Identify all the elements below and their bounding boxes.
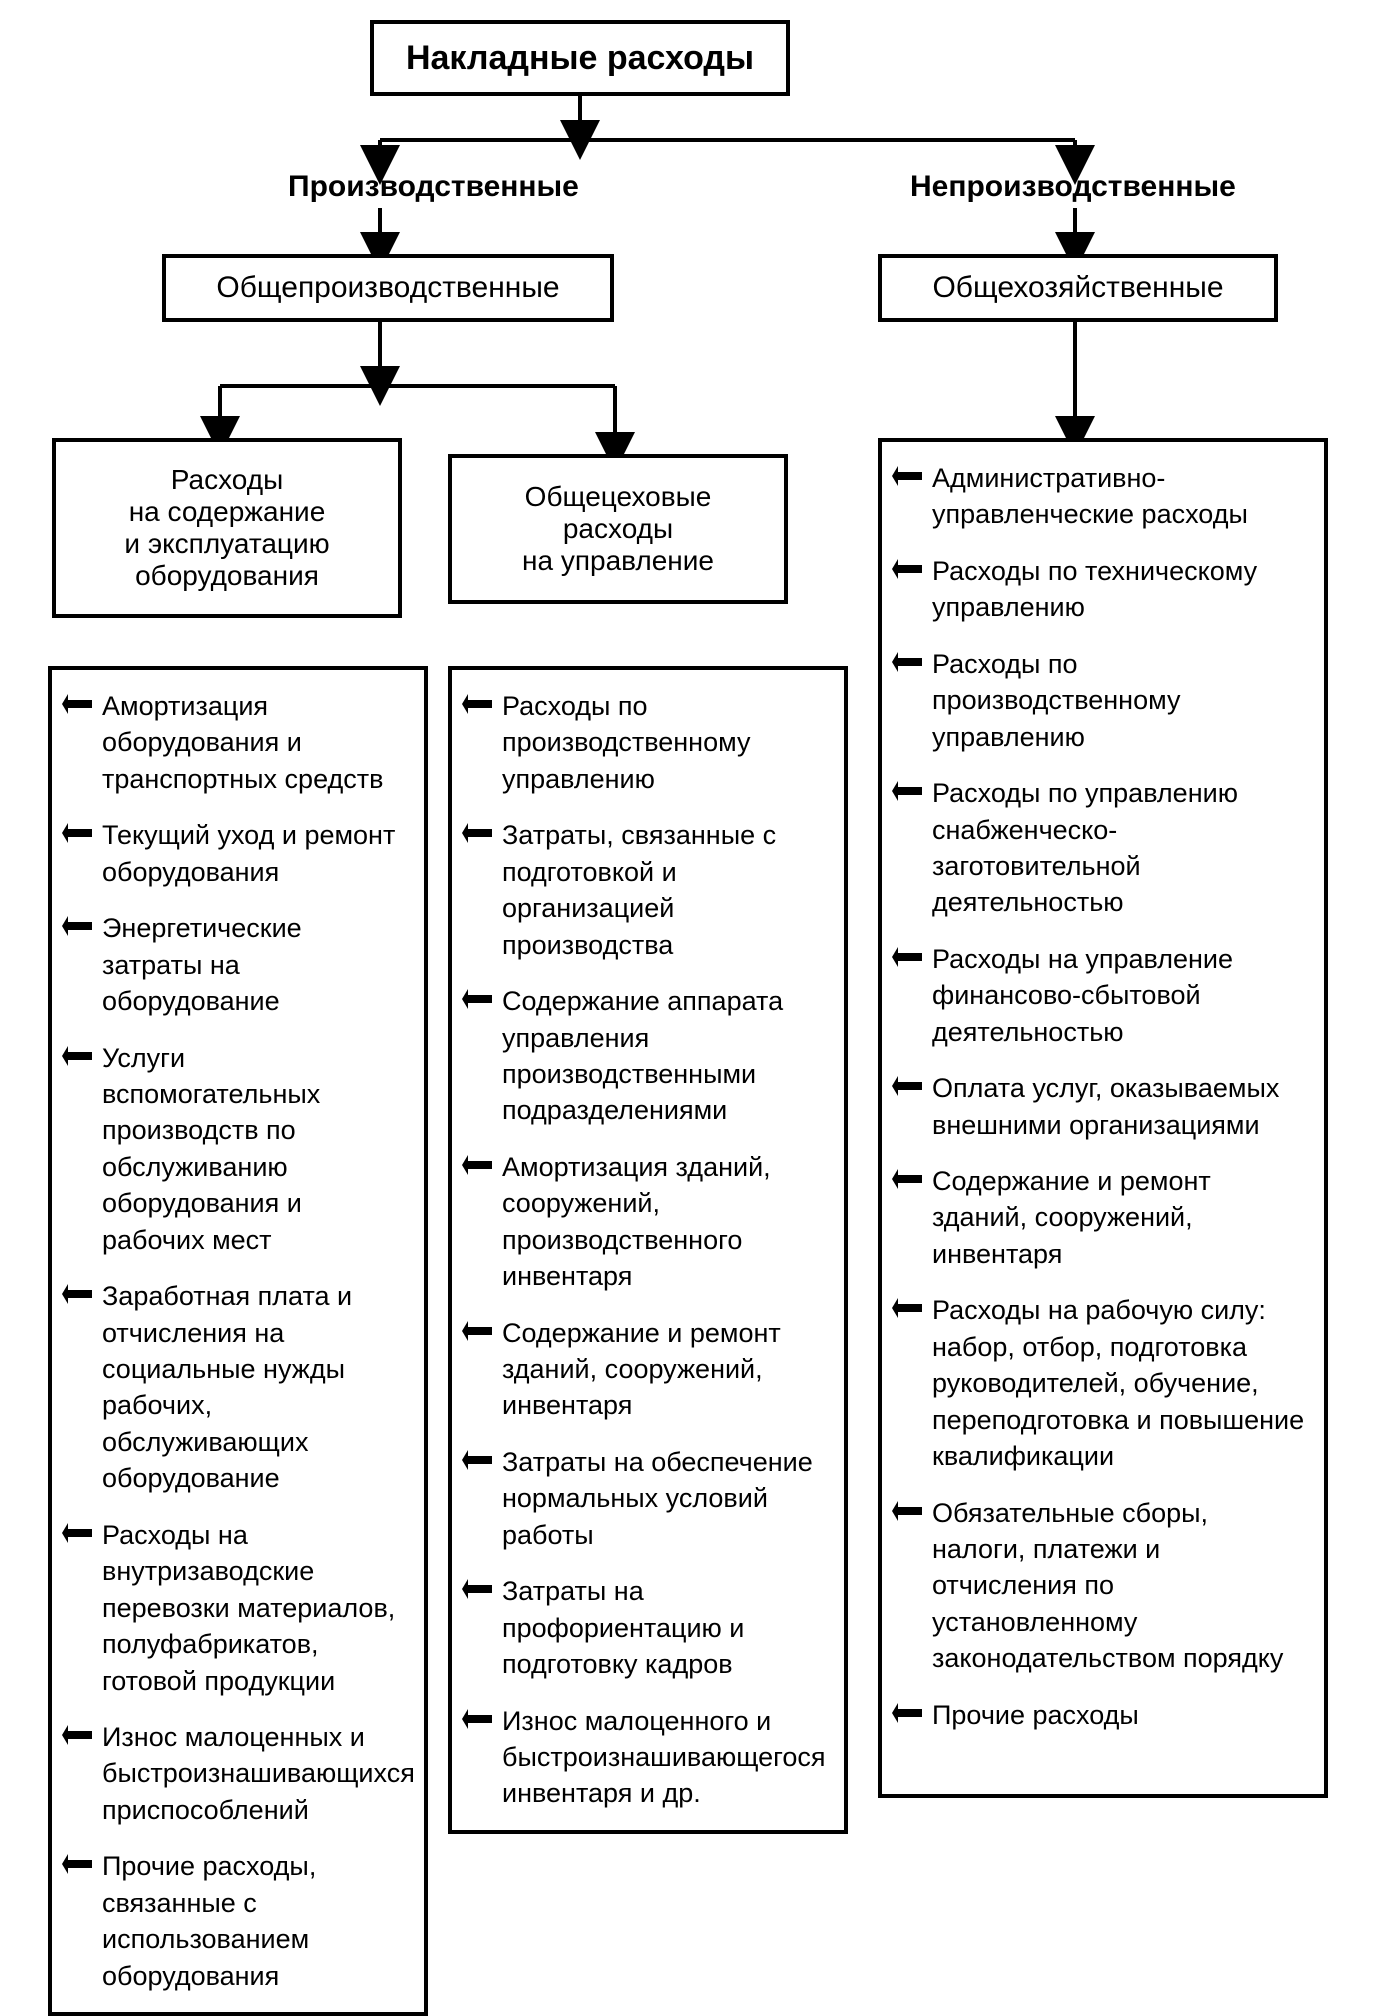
list-item: Оплата услуг, оказываемых внешними орган… bbox=[892, 1070, 1306, 1143]
list-item-text: Расходы по производственному управлению bbox=[932, 649, 1180, 752]
list-item: Расходы на внутризаводские перевозки мат… bbox=[62, 1517, 406, 1699]
root-node: Накладные расходы bbox=[370, 20, 790, 96]
arrow-bullet-icon bbox=[62, 821, 92, 845]
list-item: Содержание и ремонт зданий, сооружений, … bbox=[462, 1315, 826, 1424]
list-item-text: Содержание и ремонт зданий, сооружений, … bbox=[932, 1166, 1211, 1269]
node-equipment-label: Расходына содержаниеи эксплуатациюоборуд… bbox=[124, 464, 329, 592]
list-item: Содержание аппарата управления производс… bbox=[462, 983, 826, 1129]
label-production: Производственные bbox=[288, 170, 579, 204]
list-item-text: Оплата услуг, оказываемых внешними орган… bbox=[932, 1073, 1279, 1139]
arrow-bullet-icon bbox=[62, 1282, 92, 1306]
list-item-text: Затраты на обеспечение нормальных услови… bbox=[502, 1447, 813, 1550]
arrow-bullet-icon bbox=[462, 1448, 492, 1472]
list-item-text: Затраты на профориентацию и подготовку к… bbox=[502, 1576, 744, 1679]
arrow-bullet-icon bbox=[892, 779, 922, 803]
list-item-text: Расходы на рабочую силу: набор, отбор, п… bbox=[932, 1295, 1304, 1471]
list-item-text: Расходы по управлению снабженческо-загот… bbox=[932, 778, 1238, 917]
arrow-bullet-icon bbox=[892, 945, 922, 969]
list-item: Износ малоценных и быстроизнашивающихся … bbox=[62, 1719, 406, 1828]
list-item: Амортизация оборудования и транспортных … bbox=[62, 688, 406, 797]
list-item-text: Затраты, связанные с подготовкой и орган… bbox=[502, 820, 776, 959]
list-item-text: Износ малоценного и быстроизнашивающегос… bbox=[502, 1706, 826, 1809]
list-item: Затраты, связанные с подготовкой и орган… bbox=[462, 817, 826, 963]
arrow-bullet-icon bbox=[462, 1577, 492, 1601]
list-item-text: Заработная плата и отчисления на социаль… bbox=[102, 1281, 352, 1493]
arrow-bullet-icon bbox=[892, 464, 922, 488]
arrow-bullet-icon bbox=[462, 1319, 492, 1343]
list-item: Заработная плата и отчисления на социаль… bbox=[62, 1278, 406, 1497]
list-item-text: Энергетические затраты на оборудование bbox=[102, 913, 302, 1016]
diagram-canvas: Накладные расходы Производственные Непро… bbox=[0, 0, 1376, 1815]
arrow-bullet-icon bbox=[462, 987, 492, 1011]
list-item-text: Услуги вспомогательных производств по об… bbox=[102, 1043, 320, 1255]
list-item: Прочие расходы bbox=[892, 1697, 1306, 1733]
arrow-bullet-icon bbox=[462, 692, 492, 716]
arrow-bullet-icon bbox=[62, 1723, 92, 1747]
list-item-text: Расходы по производственному управлению bbox=[502, 691, 750, 794]
arrow-bullet-icon bbox=[62, 1521, 92, 1545]
list-item-text: Содержание аппарата управления производс… bbox=[502, 986, 783, 1125]
list-item: Расходы по управлению снабженческо-загот… bbox=[892, 775, 1306, 921]
arrow-bullet-icon bbox=[462, 1153, 492, 1177]
list-item: Затраты на обеспечение нормальных услови… bbox=[462, 1444, 826, 1553]
list-item-text: Прочие расходы bbox=[932, 1700, 1139, 1730]
list-item: Расходы по производственному управлению bbox=[462, 688, 826, 797]
list-item: Энергетические затраты на оборудование bbox=[62, 910, 406, 1019]
root-label: Накладные расходы bbox=[406, 39, 754, 78]
list-item: Расходы по производственному управлению bbox=[892, 646, 1306, 755]
arrow-bullet-icon bbox=[62, 692, 92, 716]
column-equipment-items: Амортизация оборудования и транспортных … bbox=[48, 666, 428, 2016]
node-equipment: Расходына содержаниеи эксплуатациюоборуд… bbox=[52, 438, 402, 618]
list-item: Услуги вспомогательных производств по об… bbox=[62, 1040, 406, 1259]
node-general-economic-label: Общехозяйственные bbox=[932, 271, 1223, 305]
list-item-text: Расходы на управление финансово-сбытовой… bbox=[932, 944, 1233, 1047]
list-item: Прочие расходы, связанные с использовани… bbox=[62, 1848, 406, 1994]
list-item-text: Административно-управленческие расходы bbox=[932, 463, 1248, 529]
node-general-production-label: Общепроизводственные bbox=[216, 271, 559, 305]
arrow-bullet-icon bbox=[892, 1499, 922, 1523]
arrow-bullet-icon bbox=[892, 1074, 922, 1098]
node-workshop: Общецеховыерасходына управление bbox=[448, 454, 788, 604]
arrow-bullet-icon bbox=[462, 1707, 492, 1731]
arrow-bullet-icon bbox=[62, 914, 92, 938]
list-item-text: Амортизация зданий, сооружений, производ… bbox=[502, 1152, 771, 1291]
list-item-text: Содержание и ремонт зданий, сооружений, … bbox=[502, 1318, 781, 1421]
column-workshop-items: Расходы по производственному управлению З… bbox=[448, 666, 848, 1834]
list-item: Расходы на управление финансово-сбытовой… bbox=[892, 941, 1306, 1050]
list-item-text: Износ малоценных и быстроизнашивающихся … bbox=[102, 1722, 415, 1825]
list-item: Амортизация зданий, сооружений, производ… bbox=[462, 1149, 826, 1295]
list-item: Административно-управленческие расходы bbox=[892, 460, 1306, 533]
list-item: Расходы на рабочую силу: набор, отбор, п… bbox=[892, 1292, 1306, 1474]
arrow-bullet-icon bbox=[462, 821, 492, 845]
list-item: Содержание и ремонт зданий, сооружений, … bbox=[892, 1163, 1306, 1272]
list-item-text: Текущий уход и ремонт оборудования bbox=[102, 820, 395, 886]
node-general-economic: Общехозяйственные bbox=[878, 254, 1278, 322]
node-general-production: Общепроизводственные bbox=[162, 254, 614, 322]
list-item: Текущий уход и ремонт оборудования bbox=[62, 817, 406, 890]
list-item-text: Расходы на внутризаводские перевозки мат… bbox=[102, 1520, 395, 1696]
list-item: Обязательные сборы, налоги, платежи и от… bbox=[892, 1495, 1306, 1677]
arrow-bullet-icon bbox=[892, 650, 922, 674]
arrow-bullet-icon bbox=[892, 1701, 922, 1725]
list-item: Расходы по техническому управлению bbox=[892, 553, 1306, 626]
list-item: Износ малоценного и быстроизнашивающегос… bbox=[462, 1703, 826, 1812]
arrow-bullet-icon bbox=[62, 1852, 92, 1876]
arrow-bullet-icon bbox=[892, 1296, 922, 1320]
list-item-text: Амортизация оборудования и транспортных … bbox=[102, 691, 383, 794]
arrow-bullet-icon bbox=[892, 1167, 922, 1191]
list-item: Затраты на профориентацию и подготовку к… bbox=[462, 1573, 826, 1682]
arrow-bullet-icon bbox=[892, 557, 922, 581]
list-item-text: Обязательные сборы, налоги, платежи и от… bbox=[932, 1498, 1283, 1674]
list-item-text: Расходы по техническому управлению bbox=[932, 556, 1257, 622]
label-nonproduction: Непроизводственные bbox=[910, 170, 1236, 204]
node-workshop-label: Общецеховыерасходына управление bbox=[522, 481, 714, 577]
list-item-text: Прочие расходы, связанные с использовани… bbox=[102, 1851, 316, 1990]
column-economic-items: Административно-управленческие расходы Ра… bbox=[878, 438, 1328, 1798]
arrow-bullet-icon bbox=[62, 1044, 92, 1068]
